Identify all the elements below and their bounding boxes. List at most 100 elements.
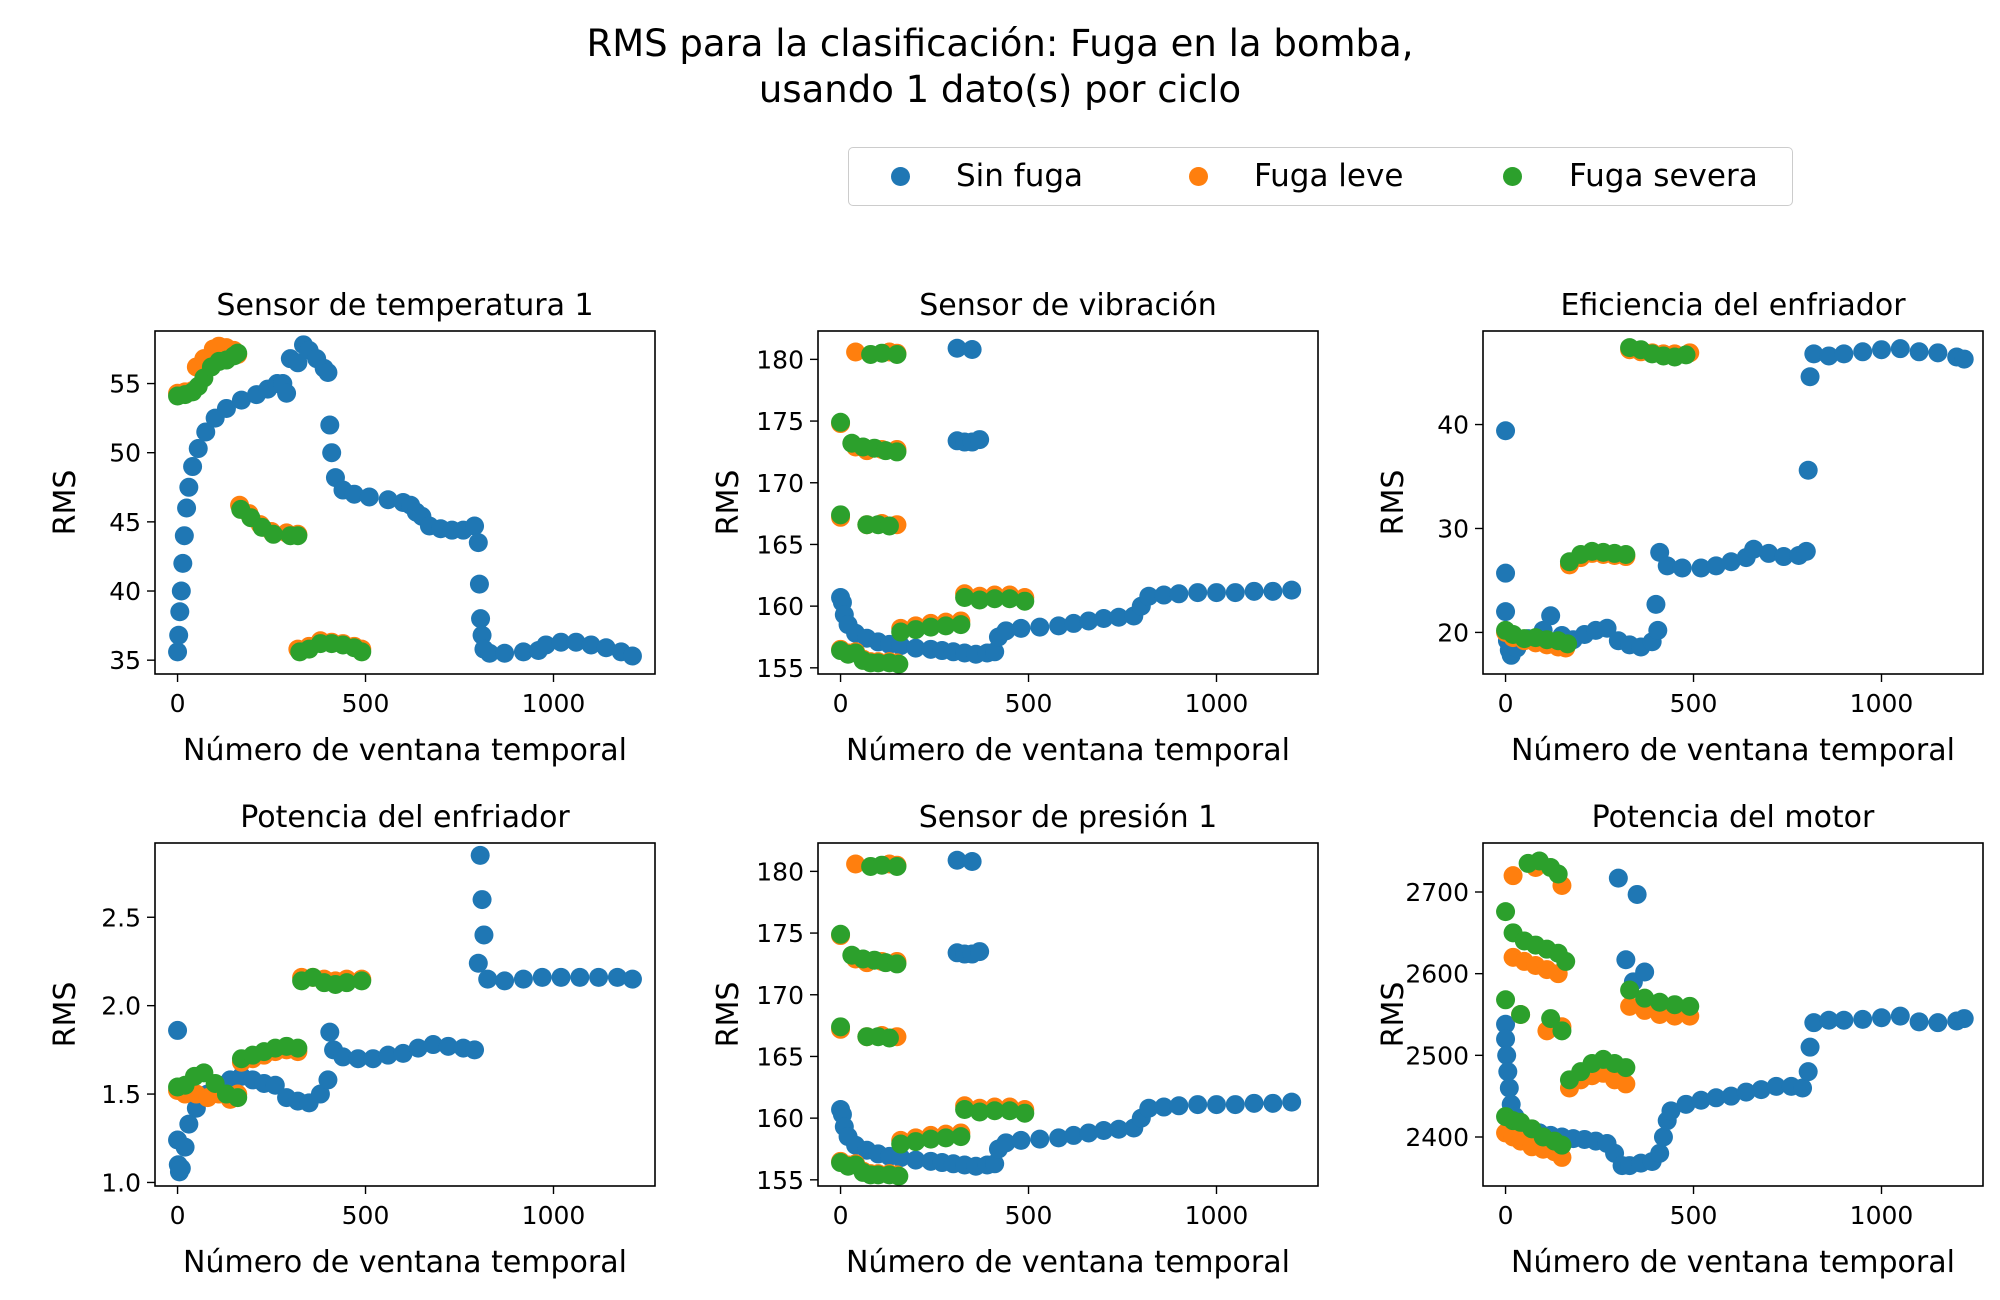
chart-4-series-1-point-6 [175, 1137, 195, 1157]
chart-3-series-1-point-23 [1657, 556, 1677, 576]
chart-5-series-3-point-27 [955, 1100, 975, 1120]
chart-1-series-1-point-45 [471, 609, 491, 629]
chart-5-series-3-point-31 [1015, 1103, 1035, 1123]
chart-2-series-1-point-21 [1030, 617, 1050, 637]
chart-2-series-1-point-20 [1011, 618, 1031, 638]
chart-4-series-3-point-13 [288, 1038, 308, 1058]
chart-3-axes-frame [1482, 330, 1984, 675]
chart-5-ytick-label-4: 170 [756, 981, 804, 1010]
chart-1-series-1-point-3 [170, 602, 190, 622]
chart-3-series-1-point-27 [1721, 552, 1741, 572]
chart-2-xtick-label-2: 500 [1005, 689, 1053, 718]
chart-1-series-1-point-48 [480, 643, 500, 663]
chart-4-series-3-point-7 [228, 1088, 248, 1108]
chart-3-ytick-label-1: 20 [1437, 618, 1469, 647]
chart-1-ytick-label-3: 45 [109, 508, 141, 537]
chart-3-xtick-label-2: 500 [1670, 689, 1718, 718]
chart-3-ytick-label-3: 40 [1437, 411, 1469, 440]
chart-2-series-3-point-31 [1015, 591, 1035, 611]
chart-5-series-1-point-17 [985, 1154, 1005, 1174]
chart-6-series-1-point-21 [1627, 884, 1647, 904]
chart-5-series-3-point-21 [879, 1028, 899, 1048]
chart-6-ytick-label-2: 2500 [1405, 1041, 1469, 1070]
chart-2-series-1-point-33 [1206, 583, 1226, 603]
chart-6-series-1-point-46 [1871, 1008, 1891, 1028]
legend: Sin fuga Fuga leve Fuga severa [848, 147, 1793, 206]
chart-2-series-1-point-9 [891, 636, 911, 656]
chart-3-series-1-point-42 [1909, 342, 1929, 362]
chart-6-series-1-point-42 [1804, 1013, 1824, 1033]
legend-marker-fuga-leve [1189, 167, 1208, 186]
chart-2-ytick-label-5: 175 [756, 407, 804, 436]
chart-4-ytick-label-1: 1.0 [101, 1168, 141, 1197]
chart-4-ylabel: RMS [48, 982, 83, 1048]
chart-1-series-1-point-4 [171, 581, 191, 601]
chart-6-series-3-point-20 [1511, 1005, 1531, 1024]
chart-5-series-3-point-29 [985, 1101, 1005, 1121]
chart-6-ylabel: RMS [1376, 982, 1411, 1048]
chart-1-series-1-point-6 [174, 526, 194, 546]
chart-5-series-3-point-28 [970, 1102, 990, 1122]
chart-1-xtick-label-1: 0 [170, 689, 186, 718]
chart-5-series-3-point-25 [936, 1128, 956, 1148]
chart-6-series-1-point-27 [1650, 1143, 1670, 1163]
chart-2-series-1-point-22 [1049, 616, 1069, 636]
chart-4-series-1-point-19 [310, 1084, 330, 1104]
chart-5-ytick-label-6: 180 [756, 857, 804, 886]
chart-4-series-1-point-26 [378, 1045, 398, 1065]
chart-1-series-1-point-32 [359, 487, 379, 507]
chart-1-series-1-point-28 [322, 443, 342, 463]
chart-4-series-1-point-15 [265, 1075, 285, 1095]
chart-5-series-1-point-36 [1263, 1093, 1283, 1113]
chart-4-series-1-point-34 [470, 845, 490, 865]
chart-2-series-1-point-37 [1282, 580, 1302, 600]
chart-6-series-1-point-51 [1954, 1009, 1974, 1029]
chart-1-series-1-point-2 [169, 625, 189, 645]
chart-2-series-1-point-38 [947, 338, 967, 358]
chart-3-series-1-point-39 [1853, 342, 1873, 362]
chart-5-series-1-point-38 [947, 850, 967, 870]
chart-1-series-1-point-56 [596, 638, 616, 658]
chart-4-ytick-label-2: 1.5 [101, 1080, 141, 1109]
chart-5-series-1-point-33 [1206, 1095, 1226, 1115]
chart-5-xtick-label-3: 1000 [1185, 1201, 1249, 1230]
chart-1-series-1-point-33 [378, 490, 398, 510]
chart-4-series-1-point-33 [468, 953, 488, 973]
chart-4-series-1-point-28 [408, 1038, 428, 1058]
chart-6-series-1-point-43 [1819, 1010, 1839, 1030]
chart-1-series-1-point-26 [318, 362, 338, 382]
chart-2-title: Sensor de vibración [919, 288, 1216, 323]
legend-marker-fuga-severa [1503, 167, 1522, 186]
chart-2-series-3-point-25 [936, 616, 956, 636]
chart-4-series-1-point-24 [348, 1049, 368, 1069]
chart-4-xtick-label-3: 1000 [522, 1201, 586, 1230]
chart-2-series-3-point-26 [951, 615, 971, 635]
chart-2-series-3-point-22 [891, 622, 911, 642]
chart-3-series-1-point-34 [1798, 460, 1818, 480]
chart-6-series-3-point-29 [1620, 980, 1640, 1000]
chart-1-series-1-point-43 [468, 533, 488, 553]
chart-3-series-1-point-37 [1819, 346, 1839, 366]
chart-5-series-1-point-30 [1154, 1097, 1174, 1117]
chart-5-series-1-point-31 [1169, 1096, 1189, 1116]
chart-5-series-3-point-10 [872, 855, 892, 875]
chart-6-series-3-point-21 [1541, 1009, 1561, 1029]
chart-2-series-3-point-23 [906, 620, 926, 640]
chart-5-series-1-point-25 [1094, 1120, 1114, 1140]
chart-5-series-3-point-24 [921, 1129, 941, 1149]
chart-4-series-1-point-7 [179, 1114, 199, 1134]
chart-3-ylabel: RMS [1376, 470, 1411, 536]
chart-4-series-1-point-20 [318, 1070, 338, 1090]
chart-5-series-3-point-26 [951, 1127, 971, 1147]
chart-3-series-1-point-10 [1541, 606, 1561, 626]
chart-6-series-1-point-48 [1909, 1012, 1929, 1032]
chart-6-series-1-point-1 [1496, 1014, 1516, 1034]
chart-1-series-1-point-53 [551, 632, 571, 652]
chart-3-ytick-label-2: 30 [1437, 514, 1469, 543]
chart-1-series-1-point-50 [513, 642, 533, 662]
chart-5-axes-frame [817, 842, 1319, 1187]
chart-4-series-1-point-35 [472, 890, 492, 910]
chart-4-ytick-label-3: 2.0 [101, 992, 141, 1021]
chart-6-series-3-point-30 [1635, 988, 1655, 1008]
chart-3-title: Eficiencia del enfriador [1560, 288, 1906, 323]
